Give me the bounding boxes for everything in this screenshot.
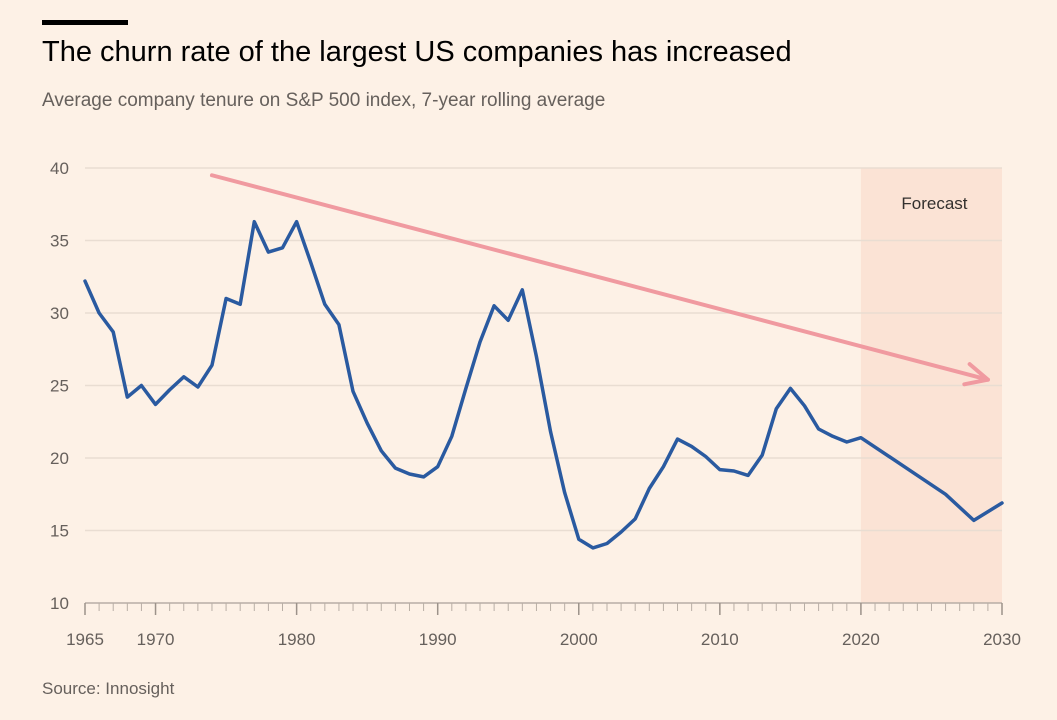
trend-arrow-shaft — [209, 173, 990, 382]
chart-title: The churn rate of the largest US compani… — [42, 36, 792, 68]
series-line — [83, 219, 1004, 550]
x-tick-label: 2020 — [842, 630, 880, 649]
x-tick-label: 1980 — [278, 630, 316, 649]
y-tick-label: 25 — [50, 377, 69, 396]
x-tick-label: 2000 — [560, 630, 598, 649]
y-tick-label: 35 — [50, 232, 69, 251]
chart-subtitle: Average company tenure on S&P 500 index,… — [42, 90, 606, 111]
header-rule — [42, 20, 128, 25]
x-tick-label: 1965 — [66, 630, 104, 649]
trend-arrow-head — [962, 362, 990, 387]
y-tick-label: 40 — [50, 159, 69, 178]
x-tick-label: 1970 — [137, 630, 175, 649]
x-tick-label: 1990 — [419, 630, 457, 649]
y-tick-label: 30 — [50, 304, 69, 323]
source-note: Source: Innosight — [42, 679, 175, 698]
x-tick-label: 2010 — [701, 630, 739, 649]
y-tick-label: 20 — [50, 449, 69, 468]
forecast-label: Forecast — [901, 194, 967, 213]
y-tick-label: 15 — [50, 522, 69, 541]
y-tick-label: 10 — [50, 594, 69, 613]
x-tick-label: 2030 — [983, 630, 1021, 649]
